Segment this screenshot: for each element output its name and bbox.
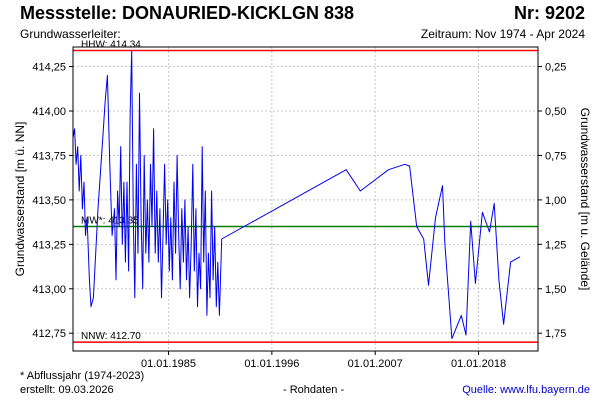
plot-frame [72,46,539,352]
reference-label: HHW: 414.34 [81,40,141,51]
y-tick-label: 414,25 [32,62,66,74]
reference-lines: HHW: 414.34 MW*: 413.35 NNW: 412.70 [73,40,538,343]
right-tick-label: 1,75 [545,328,566,340]
footnote: * Abflussjahr (1974-2023) [20,370,145,382]
data-type-label: - Rohdaten - [283,384,345,396]
x-tick-label: 01.01.2007 [348,358,403,370]
right-tick-label: 0,75 [545,150,566,162]
y-tick-label: 413,25 [32,239,66,251]
series-layer [72,50,521,340]
left-axis: 412,75 413,00 413,25 413,50 413,75 414,00 414,… [32,62,73,340]
right-axis: 0,25 0,50 0,75 1,00 1,25 1,50 1,75 [538,62,566,340]
reference-label: NNW: 412.70 [81,331,141,342]
y-tick-label: 413,75 [32,150,66,162]
y-tick-label: 412,75 [32,328,66,340]
created-date: erstellt: 09.03.2026 [20,384,114,396]
right-tick-label: 1,00 [545,195,566,207]
water-level-line [72,50,521,340]
x-tick-label: 01.01.2018 [451,358,506,370]
y-axis-label: Grundwasserstand [m ü. NN] [13,122,27,277]
x-tick-label: 01.01.1996 [244,358,299,370]
right-tick-label: 1,25 [545,239,566,251]
grid [73,47,538,351]
aquifer-label: Grundwasserleiter: [20,27,121,41]
y-tick-label: 413,50 [32,195,66,207]
period-label: Zeitraum: Nov 1974 - Apr 2024 [420,27,585,41]
right-tick-label: 1,50 [545,284,566,296]
y-tick-label: 414,00 [32,106,66,118]
station-number: Nr: 9202 [513,3,585,23]
reference-label: MW*: 413.35 [81,216,139,227]
source-link[interactable]: Quelle: www.lfu.bayern.de [462,384,590,396]
right-tick-label: 0,50 [545,106,566,118]
station-title: Messstelle: DONAURIED-KICKLGN 838 [20,3,355,23]
x-tick-label: 01.01.1985 [141,358,196,370]
y-axis-label-right: Grundwasserstand [m u. Gelände] [578,108,592,291]
y-tick-label: 413,00 [32,284,66,296]
x-axis: 01.01.1985 01.01.1996 01.01.2007 01.01.2018 [141,351,506,370]
right-tick-label: 0,25 [545,62,566,74]
